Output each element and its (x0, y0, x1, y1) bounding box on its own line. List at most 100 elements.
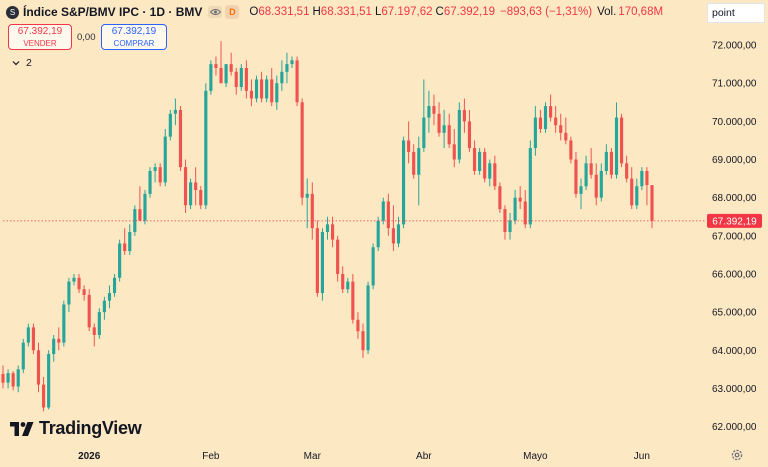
candle (260, 71, 264, 103)
time-axis[interactable]: 2026 Feb Mar Abr Mayo Jun (78, 451, 650, 462)
candle (543, 102, 548, 133)
candle (503, 205, 507, 240)
candle (412, 144, 416, 179)
candle-body (549, 106, 553, 118)
candle-body (432, 106, 436, 114)
candle-body (148, 170, 152, 194)
candle-body (275, 83, 279, 103)
candle (508, 212, 512, 240)
candle-body (199, 190, 203, 206)
candle (589, 148, 593, 179)
candle (442, 109, 446, 149)
candle-body (554, 117, 558, 126)
close-label: C (435, 6, 444, 18)
candle-body (614, 117, 619, 175)
sell-button[interactable]: 67.392,19 VENDER (8, 24, 72, 50)
candle-body (330, 224, 335, 240)
candle (244, 60, 248, 99)
candle (72, 273, 76, 286)
candle-body (564, 132, 568, 141)
candle-body (118, 243, 122, 278)
candle-body (391, 228, 395, 244)
candle-body (102, 300, 106, 313)
candle-body (589, 163, 593, 175)
y-tick-label: 68.000,00 (712, 193, 757, 204)
candle (427, 90, 431, 133)
candle (163, 129, 167, 187)
candle (635, 178, 639, 210)
candle-body (219, 67, 223, 84)
candle-body (62, 304, 66, 343)
candle-body (244, 67, 248, 91)
candle (472, 140, 477, 175)
candle-body (295, 60, 299, 103)
candle-body (6, 373, 10, 383)
candle-body (457, 109, 461, 160)
candle-body (574, 159, 578, 194)
candle-body (538, 117, 543, 129)
candle (518, 186, 522, 210)
candle (6, 369, 10, 389)
candle (341, 266, 345, 294)
eye-icon[interactable] (208, 6, 223, 18)
candle (467, 109, 472, 152)
search-input[interactable] (707, 3, 765, 23)
candle-body (163, 136, 167, 183)
candle-body (97, 312, 101, 335)
candle-body (21, 342, 25, 370)
candle (82, 285, 86, 301)
candle (36, 342, 41, 393)
candle-body (341, 273, 345, 290)
candle (305, 178, 309, 229)
delayed-data-badge[interactable]: D (225, 5, 240, 19)
candle (376, 216, 380, 252)
candle (599, 163, 603, 202)
candle-body (300, 102, 304, 198)
candle (325, 216, 330, 240)
candle-body (401, 140, 406, 225)
indicators-toggle[interactable]: 2 (12, 57, 32, 69)
candle (21, 338, 25, 374)
candle (229, 52, 233, 76)
candle (270, 67, 274, 107)
candle (199, 186, 203, 210)
candle (183, 159, 188, 213)
candle (275, 75, 279, 110)
candle (422, 79, 426, 152)
candle-body (57, 338, 61, 343)
candle-body (472, 148, 477, 171)
candle (148, 167, 152, 198)
candle (153, 163, 157, 183)
candle (569, 136, 573, 164)
candle (554, 106, 558, 133)
y-tick-label: 72.000,00 (712, 41, 757, 52)
symbol-title[interactable]: Índice S&P/BMV IPC · 1D · BMV (23, 5, 203, 19)
tradingview-logo[interactable]: TradingView (10, 418, 142, 439)
candle (168, 109, 172, 141)
candle-body (209, 64, 213, 91)
candle-body (386, 201, 390, 229)
candle-body (168, 113, 172, 137)
sell-price: 67.392,19 (17, 26, 63, 37)
candle (112, 273, 117, 297)
candle-body (138, 209, 142, 221)
candle (57, 327, 61, 351)
price-axis[interactable]: 72.000,00 71.000,00 70.000,00 69.000,00 68.0… (712, 41, 757, 433)
candle (254, 75, 259, 103)
candle (26, 323, 30, 347)
candle (178, 106, 183, 171)
candle-body (26, 327, 30, 343)
candle (77, 273, 81, 294)
candle (645, 167, 649, 206)
candle (47, 350, 51, 410)
candle-body (36, 350, 41, 385)
buy-button[interactable]: 67.392,19 COMPRAR (101, 24, 167, 50)
x-tick-label: Feb (202, 451, 220, 462)
candle-body (427, 106, 431, 118)
candle-body (52, 338, 56, 355)
gear-icon[interactable] (730, 448, 744, 462)
symbol-logo-icon[interactable]: S (6, 5, 19, 19)
candle-body (569, 140, 573, 160)
change-value: −893,63 (−1,31%) (500, 6, 593, 18)
